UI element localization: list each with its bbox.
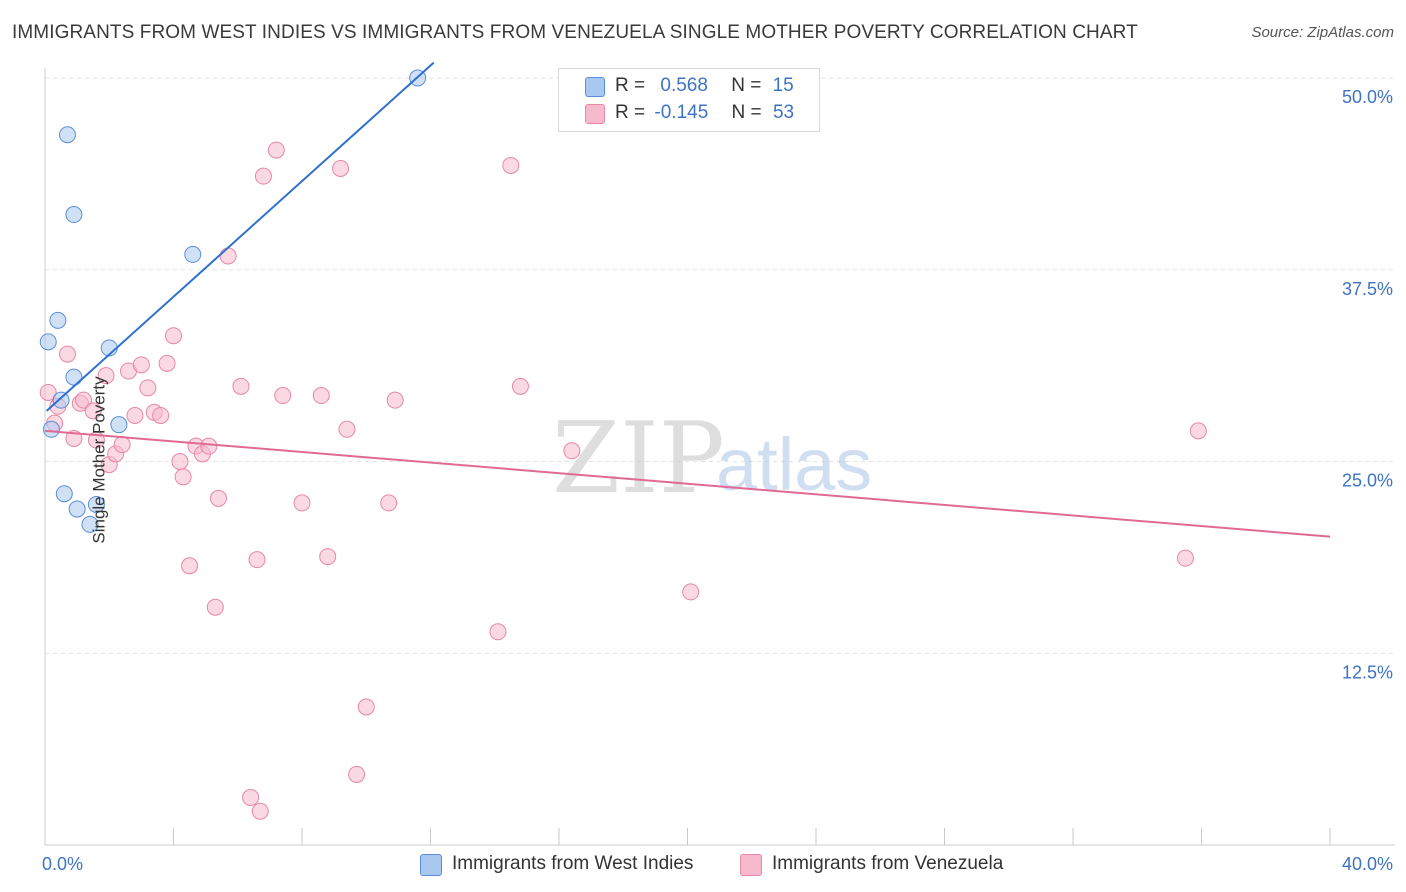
y-axis-title: Single Mother Poverty [89, 376, 109, 544]
data-point-immigrants-from-venezuela [1176, 549, 1194, 567]
data-point-immigrants-from-venezuela [232, 377, 250, 395]
n-label: N = [731, 102, 762, 123]
r-label: R = [615, 102, 646, 123]
correlation-legend: R = 0.568 N = 15 R = -0.145 N = 53 [558, 68, 820, 132]
y-tick-label: 12.5% [1342, 662, 1393, 682]
tick-labels: 12.5% 25.0% 37.5% 50.0% 0.0% 40.0% [42, 87, 1393, 874]
data-point-immigrants-from-venezuela [293, 494, 311, 512]
data-point-immigrants-from-venezuela [126, 406, 144, 424]
data-point-immigrants-from-venezuela [206, 598, 224, 616]
data-point-immigrants-from-venezuela [58, 345, 76, 363]
axis-layer [44, 68, 1395, 846]
source-label: Source: ZipAtlas.com [1251, 24, 1394, 41]
data-point-immigrants-from-venezuela [152, 406, 170, 424]
watermark-zip: ZIP [552, 402, 725, 516]
data-point-immigrants-from-west-indies [184, 245, 202, 263]
data-point-immigrants-from-venezuela [511, 377, 529, 395]
data-point-immigrants-from-venezuela [563, 442, 581, 460]
trend-layer [44, 61, 1331, 538]
n-value: 53 [772, 102, 795, 123]
legend-row-text: R = 0.568 N = 15 [615, 75, 794, 97]
data-point-immigrants-from-venezuela [158, 354, 176, 372]
data-point-immigrants-from-venezuela [254, 167, 272, 185]
data-point-immigrants-from-west-indies [39, 333, 57, 351]
data-point-immigrants-from-west-indies [42, 420, 60, 438]
r-value: 0.568 [660, 75, 708, 96]
data-point-immigrants-from-venezuela [209, 489, 227, 507]
data-point-immigrants-from-venezuela [132, 356, 150, 374]
data-point-immigrants-from-venezuela [165, 327, 182, 345]
trend-line-immigrants-from-west-indies [45, 61, 435, 412]
data-point-immigrants-from-venezuela [251, 802, 269, 820]
data-point-immigrants-from-venezuela [312, 387, 330, 405]
series-legend: Immigrants from West Indies Immigrants f… [0, 852, 1406, 878]
y-tick-label: 25.0% [1342, 471, 1393, 491]
data-point-immigrants-from-venezuela [242, 788, 260, 806]
n-value: 15 [772, 75, 794, 96]
x-tick-label-max: 40.0% [1342, 854, 1393, 874]
data-point-immigrants-from-venezuela [75, 391, 93, 409]
data-point-immigrants-from-west-indies [110, 416, 128, 434]
legend-label-venezuela: Immigrants from Venezuela [772, 853, 1004, 874]
data-point-immigrants-from-venezuela [113, 436, 131, 454]
data-point-immigrants-from-venezuela [357, 698, 375, 716]
data-point-immigrants-from-west-indies [65, 206, 83, 224]
data-point-immigrants-from-venezuela [332, 160, 350, 178]
data-point-immigrants-from-venezuela [338, 420, 356, 438]
data-point-immigrants-from-venezuela [248, 551, 266, 569]
legend-swatch-venezuela [585, 104, 605, 124]
data-point-immigrants-from-west-indies [49, 311, 67, 329]
r-value: -0.145 [654, 102, 709, 123]
legend-label-west-indies: Immigrants from West Indies [452, 853, 694, 874]
points-layer [39, 69, 1207, 820]
data-point-immigrants-from-west-indies [87, 495, 105, 513]
data-point-immigrants-from-venezuela [267, 141, 285, 159]
data-point-immigrants-from-venezuela [171, 453, 189, 470]
data-point-immigrants-from-venezuela [274, 387, 292, 405]
legend-swatch-west-indies [420, 854, 442, 876]
data-point-immigrants-from-venezuela [386, 391, 404, 409]
x-tick-label-min: 0.0% [42, 854, 83, 874]
data-point-immigrants-from-venezuela [380, 494, 398, 512]
data-point-immigrants-from-venezuela [84, 402, 102, 420]
data-point-immigrants-from-venezuela [682, 583, 700, 601]
legend-swatch-west-indies [585, 77, 605, 97]
data-point-immigrants-from-west-indies [68, 500, 86, 518]
data-point-immigrants-from-venezuela [200, 437, 218, 455]
data-point-immigrants-from-venezuela [219, 247, 237, 265]
data-point-immigrants-from-west-indies [81, 515, 99, 533]
data-point-immigrants-from-venezuela [502, 156, 520, 174]
watermark-atlas: atlas [716, 423, 872, 506]
data-point-immigrants-from-west-indies [52, 391, 70, 409]
trend-line-immigrants-from-venezuela [44, 429, 1331, 538]
watermark: ZIP atlas [552, 402, 872, 516]
r-label: R = [615, 75, 646, 96]
grid-layer [45, 77, 1395, 654]
data-point-immigrants-from-west-indies [58, 126, 76, 144]
data-point-immigrants-from-venezuela [39, 383, 57, 401]
y-tick-label: 37.5% [1342, 279, 1393, 299]
legend-row-text: R = -0.145 N = 53 [615, 102, 794, 124]
data-point-immigrants-from-venezuela [1189, 422, 1207, 440]
data-point-immigrants-from-venezuela [139, 379, 157, 397]
data-point-immigrants-from-west-indies [55, 485, 73, 503]
data-point-immigrants-from-venezuela [181, 557, 199, 575]
data-point-immigrants-from-venezuela [348, 765, 366, 783]
n-label: N = [731, 75, 762, 96]
data-point-immigrants-from-venezuela [319, 548, 337, 566]
data-point-immigrants-from-west-indies [65, 368, 83, 386]
data-point-immigrants-from-venezuela [489, 623, 507, 641]
legend-swatch-venezuela [740, 854, 762, 876]
data-point-immigrants-from-venezuela [97, 367, 115, 385]
data-point-immigrants-from-venezuela [174, 468, 192, 486]
y-tick-label: 50.0% [1342, 87, 1393, 107]
chart-title: IMMIGRANTS FROM WEST INDIES VS IMMIGRANT… [12, 22, 1138, 43]
